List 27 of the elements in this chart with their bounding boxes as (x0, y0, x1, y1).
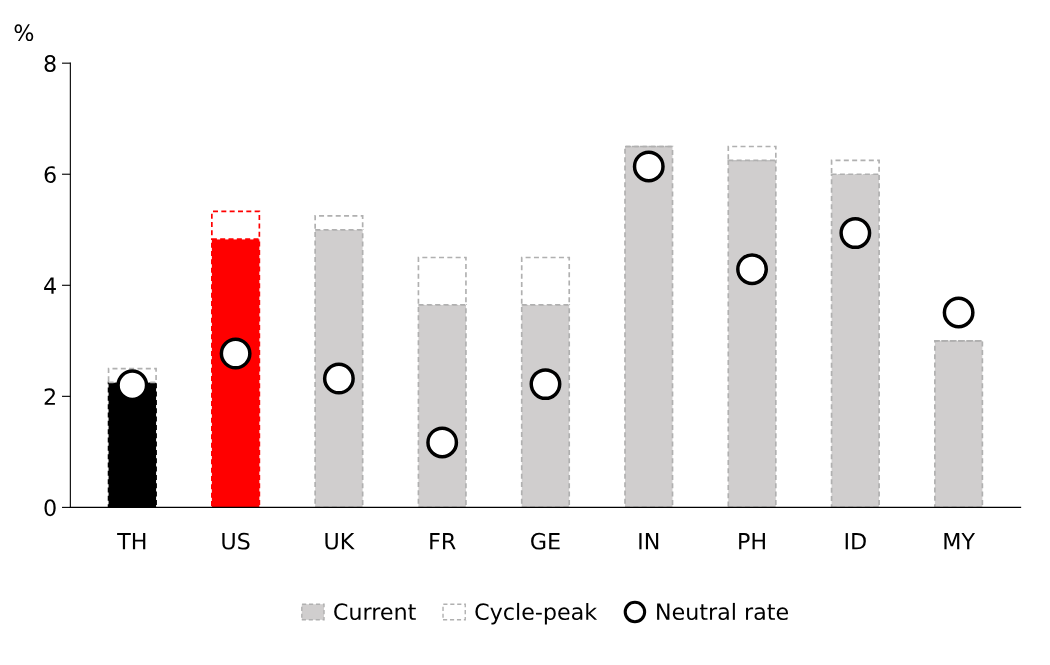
x-tick-label: IN (639, 533, 659, 550)
x-tick-label: UK (325, 533, 355, 550)
point (632, 150, 665, 183)
point (426, 426, 459, 459)
x-tick-label: MY (944, 533, 976, 550)
point (322, 362, 355, 395)
legend-label: Neutral rate (657, 602, 788, 621)
y-tick-label: 4 (44, 277, 56, 294)
y-tick-label: 8 (44, 55, 56, 72)
x-tick-label: ID (845, 533, 866, 550)
bar (934, 339, 984, 508)
point (736, 253, 769, 286)
bar (624, 145, 674, 508)
y-tick-label: 0 (44, 499, 56, 517)
y-tick-label: 2 (44, 388, 55, 405)
x-tick-label: FR (430, 533, 456, 550)
legend-label: Current (334, 603, 416, 621)
y-axis-title: % (14, 24, 34, 42)
x-tick-label: PH (739, 533, 765, 550)
x-tick-label: TH (117, 533, 146, 550)
legend-label: Cycle-peak (475, 602, 598, 625)
x-tick-label: GE (531, 532, 560, 550)
y-tick-label: 6 (44, 166, 56, 183)
point (529, 368, 562, 401)
point (219, 337, 252, 370)
point (839, 217, 872, 250)
x-tick-label: US (222, 532, 250, 550)
